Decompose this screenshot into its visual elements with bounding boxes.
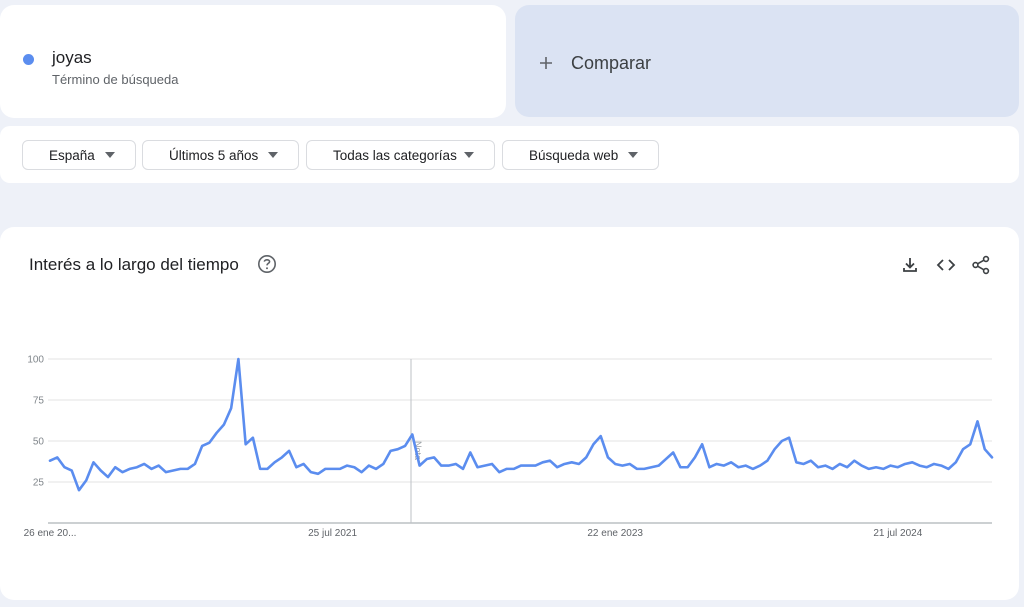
help-icon[interactable] — [257, 254, 277, 274]
dropdown-label: España — [49, 147, 95, 163]
y-tick-label: 100 — [27, 355, 44, 366]
x-tick-label: 21 jul 2024 — [873, 528, 922, 539]
share-icon[interactable] — [971, 255, 991, 275]
filter-bar: España Últimos 5 años Todas las categorí… — [0, 126, 1019, 183]
category-dropdown[interactable]: Todas las categorías — [306, 140, 495, 170]
region-dropdown[interactable]: España — [22, 140, 136, 170]
dropdown-label: Todas las categorías — [333, 147, 457, 163]
compare-label: Comparar — [571, 53, 652, 73]
dropdown-label: Últimos 5 años — [169, 147, 259, 163]
x-tick-label: 26 ene 20... — [24, 528, 77, 539]
annotation-label: Nota — [413, 441, 423, 460]
dropdown-arrow — [105, 152, 115, 158]
x-tick-label: 22 ene 2023 — [587, 528, 643, 539]
chart-title: Interés a lo largo del tiempo — [29, 255, 239, 274]
dropdown-arrow — [268, 152, 278, 158]
y-tick-label: 75 — [33, 396, 45, 407]
search-term-subtitle: Término de búsqueda — [52, 72, 179, 87]
y-tick-label: 50 — [33, 437, 45, 448]
dropdown-arrow — [464, 152, 474, 158]
plus-icon — [540, 57, 552, 69]
dropdown-label: Búsqueda web — [529, 147, 619, 163]
x-tick-label: 25 jul 2021 — [308, 528, 357, 539]
line-chart: 25 50 75 100 26 ene 20... 25 jul 2021 22 ene 2… — [24, 355, 994, 539]
dropdown-arrow — [628, 152, 638, 158]
download-icon[interactable] — [901, 256, 919, 274]
time-dropdown[interactable]: Últimos 5 años — [142, 140, 299, 170]
compare-button[interactable]: Comparar — [515, 5, 1019, 117]
chart-card: Interés a lo largo del tiempo 25 50 75 100 2… — [0, 227, 1019, 600]
search-term: joyas — [52, 48, 92, 67]
search-term-card: joyas Término de búsqueda — [0, 5, 506, 118]
series-color-dot — [23, 54, 34, 65]
series-line — [48, 357, 994, 492]
search-type-dropdown[interactable]: Búsqueda web — [502, 140, 659, 170]
embed-icon[interactable] — [936, 256, 956, 274]
y-tick-label: 25 — [33, 478, 45, 489]
